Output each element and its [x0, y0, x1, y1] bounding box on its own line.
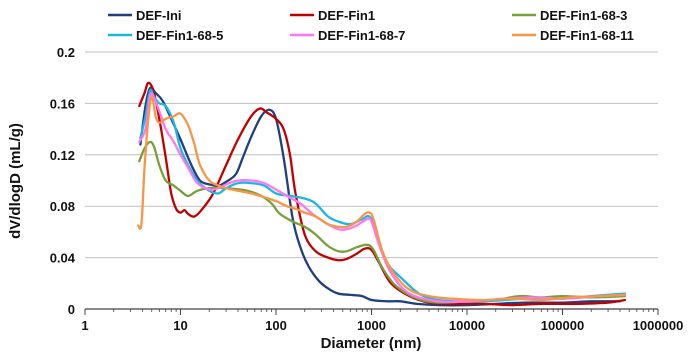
series-line-def-fin1-68-3	[138, 140, 627, 304]
legend-label-def-fin1: DEF-Fin1	[318, 8, 375, 23]
x-tick-label: 1000000	[633, 318, 684, 333]
x-tick-label: 100000	[541, 318, 584, 333]
y-axis-title: dV/dlogD (mL/g)	[7, 123, 24, 239]
y-tick-label: 0.04	[50, 251, 76, 266]
x-tick-label: 10	[173, 318, 187, 333]
x-tick-label: 1	[81, 318, 88, 333]
y-tick-label: 0.08	[50, 199, 75, 214]
series-lines	[136, 81, 627, 307]
y-tick-label: 0.16	[50, 96, 75, 111]
gridlines	[85, 51, 658, 259]
y-tick-label: 0	[68, 302, 75, 317]
series-line-def-fin1-68-7	[138, 92, 627, 304]
legend: DEF-Ini DEF-Fin1 DEF-Fin1-68-3 DEF-Fin1-68-…	[108, 8, 634, 43]
legend-label-def-fin1-68-11: DEF-Fin1-68-11	[540, 28, 634, 43]
series-line-def-ini	[139, 86, 622, 307]
series-line-def-fin1-68-11	[136, 95, 627, 302]
legend-label-def-fin1-68-5: DEF-Fin1-68-5	[136, 28, 223, 43]
x-tick-label: 1000	[357, 318, 386, 333]
series-line-def-fin1	[138, 81, 627, 307]
y-tick-label: 0.2	[57, 45, 75, 60]
legend-label-def-fin1-68-3: DEF-Fin1-68-3	[540, 8, 627, 23]
x-tick-label: 100	[265, 318, 287, 333]
legend-label-def-ini: DEF-Ini	[136, 8, 182, 23]
y-tick-label: 0.12	[50, 148, 75, 163]
axes: 0 0.04 0.08 0.12 0.16 0.2 1 10 100 1000 10000 10000…	[50, 45, 684, 333]
x-axis-title: Diameter (nm)	[321, 335, 422, 352]
legend-label-def-fin1-68-7: DEF-Fin1-68-7	[318, 28, 405, 43]
x-tick-label: 10000	[449, 318, 485, 333]
